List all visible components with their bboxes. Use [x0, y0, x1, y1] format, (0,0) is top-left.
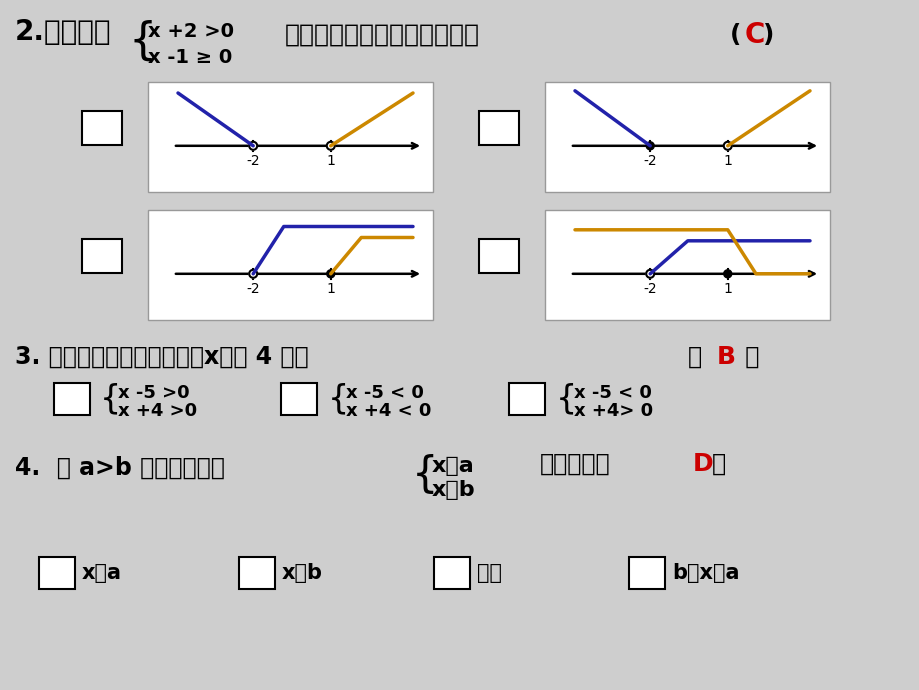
Text: x +4 < 0: x +4 < 0 [346, 402, 431, 420]
Text: ）: ） [711, 452, 725, 476]
FancyBboxPatch shape [148, 210, 433, 320]
FancyBboxPatch shape [54, 383, 90, 415]
Text: C: C [744, 21, 765, 49]
Text: 4.  设 a>b ，则不等式组: 4. 设 a>b ，则不等式组 [15, 456, 224, 480]
Text: ）: ） [736, 345, 758, 369]
Text: C: C [95, 246, 109, 266]
Text: 无解: 无解 [476, 563, 502, 583]
Text: {: { [100, 382, 121, 415]
Text: （: （ [687, 345, 709, 369]
FancyBboxPatch shape [82, 111, 122, 145]
Text: 3. 下列不等式组中，解集为x＜－ 4 的是: 3. 下列不等式组中，解集为x＜－ 4 的是 [15, 345, 308, 369]
FancyBboxPatch shape [544, 82, 829, 192]
FancyBboxPatch shape [479, 111, 518, 145]
FancyBboxPatch shape [434, 557, 470, 589]
Text: 的解集是（: 的解集是（ [539, 452, 610, 476]
Text: x +4> 0: x +4> 0 [573, 402, 652, 420]
Text: x＜a: x＜a [82, 563, 122, 583]
Text: 1: 1 [326, 282, 335, 296]
Text: D: D [692, 452, 713, 476]
FancyBboxPatch shape [544, 210, 829, 320]
Text: -2: -2 [246, 154, 260, 168]
Text: x +4 >0: x +4 >0 [118, 402, 197, 420]
Circle shape [723, 270, 731, 278]
Text: (: ( [729, 23, 741, 47]
Text: {: { [555, 382, 576, 415]
Text: A: A [50, 564, 63, 582]
Text: x -5 >0: x -5 >0 [118, 384, 189, 402]
Text: x -1 ≥ 0: x -1 ≥ 0 [148, 48, 232, 67]
Text: A: A [94, 118, 110, 138]
Circle shape [249, 270, 257, 278]
Text: B: B [292, 390, 305, 408]
Text: b＜x＜a: b＜x＜a [671, 563, 739, 583]
Text: 1: 1 [326, 154, 335, 168]
Circle shape [645, 142, 653, 150]
FancyBboxPatch shape [629, 557, 664, 589]
Text: C: C [520, 390, 533, 408]
Text: 1: 1 [722, 282, 732, 296]
Text: x＜a: x＜a [432, 456, 474, 476]
Text: x＞b: x＞b [432, 480, 475, 500]
Text: B: B [716, 345, 735, 369]
Circle shape [326, 142, 335, 150]
FancyBboxPatch shape [479, 239, 518, 273]
Text: x -5 < 0: x -5 < 0 [573, 384, 652, 402]
Text: B: B [491, 118, 506, 138]
Text: ): ) [762, 23, 774, 47]
FancyBboxPatch shape [239, 557, 275, 589]
Circle shape [326, 270, 335, 278]
Circle shape [645, 270, 653, 278]
Text: {: { [328, 382, 349, 415]
Text: -2: -2 [246, 282, 260, 296]
Text: {: { [412, 454, 438, 496]
FancyBboxPatch shape [39, 557, 75, 589]
Text: D: D [490, 246, 507, 266]
Text: B: B [250, 564, 264, 582]
Text: A: A [65, 390, 79, 408]
Circle shape [723, 142, 731, 150]
Circle shape [249, 142, 257, 150]
FancyBboxPatch shape [280, 383, 317, 415]
Text: 2.不等式组: 2.不等式组 [15, 18, 111, 46]
Text: {: { [128, 20, 156, 63]
Text: -2: -2 [642, 154, 656, 168]
FancyBboxPatch shape [148, 82, 433, 192]
Text: 1: 1 [722, 154, 732, 168]
Text: x +2 >0: x +2 >0 [148, 22, 233, 41]
FancyBboxPatch shape [82, 239, 122, 273]
Text: D: D [639, 564, 653, 582]
Text: x -5 < 0: x -5 < 0 [346, 384, 424, 402]
Text: 的解集在数轴上表示正确的是: 的解集在数轴上表示正确的是 [285, 23, 480, 47]
FancyBboxPatch shape [508, 383, 544, 415]
Text: C: C [445, 564, 459, 582]
Text: x＞b: x＞b [282, 563, 323, 583]
Text: -2: -2 [642, 282, 656, 296]
